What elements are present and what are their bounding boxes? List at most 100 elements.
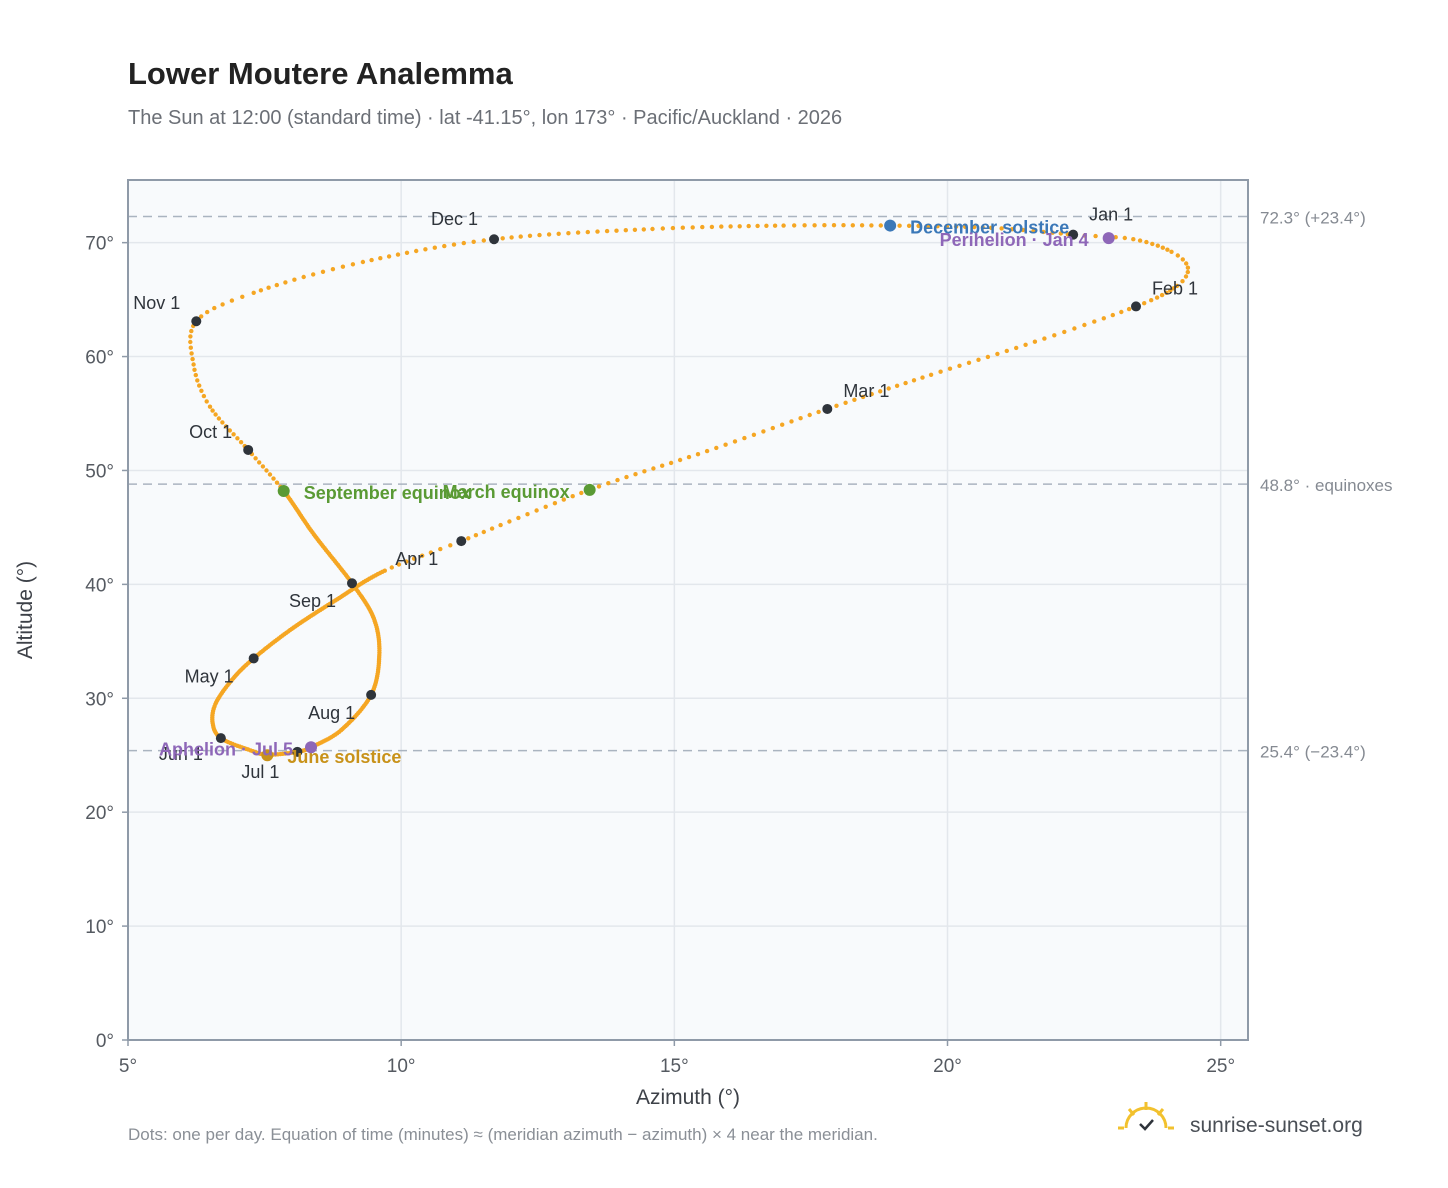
daily-dot bbox=[1185, 265, 1191, 270]
x-tick-label: 20° bbox=[933, 1056, 962, 1077]
sun-logo-icon bbox=[1118, 1102, 1174, 1131]
daily-dot bbox=[770, 425, 775, 431]
daily-dot bbox=[596, 484, 602, 489]
month-label: May 1 bbox=[185, 666, 234, 686]
y-tick-label: 60° bbox=[85, 348, 114, 369]
daily-dot bbox=[1164, 290, 1169, 295]
daily-dot bbox=[223, 424, 229, 429]
daily-dot bbox=[632, 227, 638, 232]
daily-dot bbox=[742, 435, 747, 441]
daily-dot bbox=[448, 543, 453, 548]
daily-dot bbox=[432, 245, 437, 250]
daily-dot bbox=[1050, 230, 1055, 235]
axis-ticks: 5° 10° 15° 20° 25° 0° 10° 20° 30° 40° 50° 60° 70° bbox=[85, 234, 1235, 1077]
daily-dot bbox=[220, 302, 225, 307]
daily-dot bbox=[1014, 345, 1019, 351]
daily-dot bbox=[802, 223, 807, 228]
daily-dot bbox=[686, 454, 692, 460]
daily-dot bbox=[807, 412, 812, 418]
month-dot bbox=[215, 733, 226, 744]
month-label: Apr 1 bbox=[395, 549, 438, 569]
daily-dot bbox=[1169, 249, 1174, 254]
daily-dot bbox=[976, 357, 981, 362]
reference-label: 25.4° (−23.4°) bbox=[1260, 743, 1366, 762]
daily-dot bbox=[251, 290, 256, 295]
daily-dot bbox=[695, 452, 701, 457]
daily-dot bbox=[903, 380, 908, 386]
daily-dot bbox=[897, 223, 902, 228]
daily-dot bbox=[1052, 333, 1057, 338]
daily-dot bbox=[822, 223, 827, 228]
daily-dot bbox=[798, 416, 803, 421]
brand-name[interactable]: sunrise-sunset.org bbox=[1190, 1114, 1363, 1137]
daily-dot bbox=[1142, 301, 1147, 306]
daily-dot bbox=[668, 460, 674, 466]
daily-dot bbox=[471, 239, 476, 244]
daily-dot bbox=[1171, 286, 1176, 291]
daily-dot bbox=[227, 428, 232, 433]
month-dot bbox=[822, 403, 833, 414]
daily-dot bbox=[556, 231, 561, 236]
grid-lines bbox=[127, 180, 1248, 1041]
daily-dot bbox=[761, 429, 766, 434]
daily-dot bbox=[1180, 279, 1185, 284]
daily-dot bbox=[301, 274, 306, 280]
daily-dot bbox=[199, 314, 204, 319]
event-dot bbox=[583, 483, 596, 496]
daily-dot bbox=[869, 223, 874, 228]
daily-dot bbox=[1155, 243, 1161, 248]
daily-dot bbox=[670, 225, 676, 231]
daily-dot bbox=[258, 288, 264, 293]
chart-subtitle: The Sun at 12:00 (standard time) · lat -… bbox=[128, 107, 842, 129]
daily-dot bbox=[378, 256, 383, 261]
daily-dot bbox=[690, 225, 695, 230]
daily-dot bbox=[1101, 316, 1107, 321]
daily-dot bbox=[755, 223, 760, 229]
daily-dot bbox=[886, 386, 891, 391]
daily-dot bbox=[507, 519, 512, 524]
daily-dot bbox=[792, 223, 797, 228]
daily-dot bbox=[212, 305, 217, 311]
daily-dot bbox=[461, 240, 466, 246]
month-label: Jan 1 bbox=[1089, 205, 1133, 225]
daily-dot bbox=[411, 556, 417, 561]
month-dot bbox=[1068, 229, 1079, 240]
daily-dot bbox=[624, 474, 629, 480]
daily-dot bbox=[843, 400, 848, 405]
x-tick-label: 5° bbox=[119, 1056, 137, 1077]
daily-dot bbox=[709, 224, 715, 230]
daily-dot bbox=[238, 440, 244, 445]
daily-dot bbox=[190, 356, 195, 362]
daily-dot bbox=[518, 234, 523, 239]
x-axis-label: Azimuth (°) bbox=[636, 1086, 740, 1109]
daily-dot bbox=[953, 224, 959, 229]
daily-dot bbox=[995, 351, 1000, 357]
daily-dot bbox=[473, 533, 479, 538]
daily-dot bbox=[360, 259, 366, 265]
daily-dot bbox=[971, 224, 977, 230]
daily-dot bbox=[623, 228, 628, 233]
daily-dot bbox=[1082, 233, 1087, 238]
daily-dot bbox=[1159, 292, 1165, 298]
daily-dot bbox=[404, 559, 409, 564]
daily-dot bbox=[878, 389, 883, 394]
daily-dot bbox=[834, 403, 839, 408]
month-label: Mar 1 bbox=[843, 381, 889, 401]
daily-dot bbox=[566, 231, 571, 236]
x-tick-label: 25° bbox=[1206, 1056, 1235, 1077]
month-label: Sep 1 bbox=[289, 591, 336, 611]
daily-dot bbox=[253, 456, 258, 461]
daily-dot bbox=[680, 225, 685, 230]
daily-dot bbox=[240, 294, 245, 299]
daily-dot bbox=[330, 267, 336, 272]
daily-dot bbox=[199, 388, 204, 393]
daily-dot bbox=[537, 232, 542, 238]
month-label: Nov 1 bbox=[133, 293, 180, 313]
daily-dot bbox=[704, 448, 710, 454]
daily-dot bbox=[395, 252, 401, 257]
month-label: Jun 1 bbox=[159, 744, 203, 764]
month-label: Aug 1 bbox=[308, 703, 355, 723]
daily-dot bbox=[340, 264, 346, 269]
daily-dot bbox=[527, 233, 533, 238]
